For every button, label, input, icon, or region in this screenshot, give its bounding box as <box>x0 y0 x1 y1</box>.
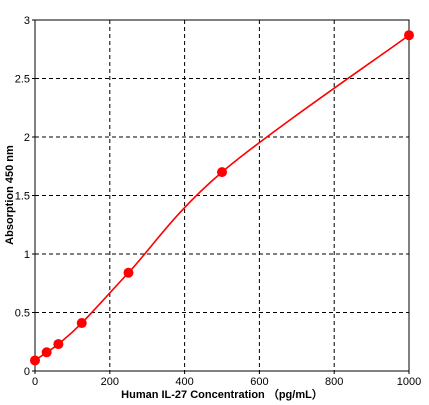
x-tick-label: 800 <box>325 376 343 388</box>
y-tick-label: 2 <box>24 132 30 144</box>
x-tick-label: 600 <box>250 376 268 388</box>
data-point <box>217 167 227 177</box>
data-point <box>77 318 87 328</box>
x-tick-labels: 0 200 400 600 800 1000 <box>32 371 421 388</box>
y-tick-label: 3 <box>24 15 30 27</box>
x-axis-title: Human IL-27 Concentration （pg/mL） <box>121 388 323 401</box>
x-tick-label: 200 <box>101 376 119 388</box>
y-tick-label: 2.5 <box>15 74 30 86</box>
data-point <box>53 339 63 349</box>
data-point <box>42 347 52 357</box>
x-tick-label: 0 <box>32 376 38 388</box>
x-tick-label: 400 <box>175 376 193 388</box>
data-point <box>404 30 414 40</box>
x-tick-label: 1000 <box>397 376 421 388</box>
y-tick-label: 1 <box>24 249 30 261</box>
y-axis-title: Absorption 450 nm <box>4 145 16 245</box>
y-tick-label: 0 <box>24 366 30 378</box>
y-tick-label: 1.5 <box>15 191 30 203</box>
data-point <box>124 268 134 278</box>
y-tick-label: 0.5 <box>15 308 30 320</box>
y-tick-labels: 0 0.5 1 1.5 2 2.5 3 <box>15 15 35 378</box>
data-point <box>30 355 40 365</box>
